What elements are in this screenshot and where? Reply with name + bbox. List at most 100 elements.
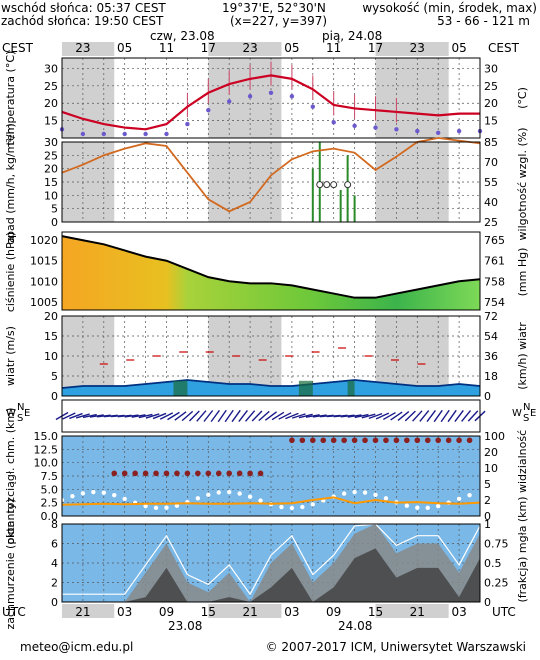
wind-direction-frame bbox=[61, 399, 481, 433]
fog-ylabel-right: (frakcja) mgła bbox=[516, 526, 529, 603]
cest-tick-label: 17 bbox=[368, 41, 383, 55]
dewpoint-point bbox=[268, 90, 274, 95]
coords-text: 19°37'E, 52°30'N bbox=[222, 1, 326, 15]
precip-ylabel-left: opad (mm/h, kg/m²/h) bbox=[4, 123, 17, 244]
s-letter-left: S bbox=[17, 413, 23, 424]
visibility-tick-right: 2 bbox=[484, 494, 491, 507]
visibility-tick-right: 100 bbox=[484, 430, 505, 443]
utc-date-2: 24.08 bbox=[338, 619, 372, 633]
wind-direction-arrow bbox=[188, 410, 200, 422]
clouds-tick-left: 4 bbox=[51, 557, 58, 570]
sunset-text: zachód słońca: 19:50 CEST bbox=[1, 14, 164, 28]
fog-point bbox=[101, 490, 107, 495]
wind-tick-left: 0 bbox=[51, 390, 58, 403]
wind-direction-arrow bbox=[231, 409, 241, 423]
cest-tick-label: 23 bbox=[242, 41, 257, 55]
elevation-value: 53 - 66 - 121 m bbox=[437, 14, 530, 28]
wind-direction-arrow bbox=[285, 412, 299, 420]
fog-point bbox=[279, 504, 284, 510]
fog-point bbox=[362, 490, 368, 495]
visibility-frame bbox=[61, 435, 481, 517]
wind-direction-arrow bbox=[447, 409, 457, 423]
utc-tick-label: 21 bbox=[242, 605, 257, 619]
cloud-top-point bbox=[414, 437, 421, 444]
cloud-base-point bbox=[174, 470, 180, 477]
fog-point bbox=[195, 496, 201, 501]
e-letter-right: E bbox=[530, 408, 536, 419]
cloud-base-point bbox=[142, 470, 149, 477]
pressure-tick-right: 758 bbox=[484, 275, 505, 288]
fog-point bbox=[373, 492, 378, 497]
pressure-tick-right: 754 bbox=[484, 296, 505, 309]
wind-direction-arrow bbox=[382, 411, 396, 421]
temperature-line bbox=[61, 74, 480, 131]
cloud-top-point bbox=[372, 437, 379, 444]
wind-direction-arrow bbox=[419, 410, 430, 422]
fog-point bbox=[404, 503, 410, 508]
cloud-top-point bbox=[393, 437, 400, 444]
pressure-ylabel-right: (mm Hg) bbox=[516, 248, 529, 297]
wind-direction-arrow bbox=[152, 412, 167, 420]
wind-tick-left: 10 bbox=[44, 350, 58, 363]
precipitation-marker bbox=[330, 181, 338, 189]
utc-label-left: UTC bbox=[2, 605, 26, 619]
humidity-tick-right: 85 bbox=[484, 136, 498, 149]
cloud-low-area bbox=[62, 548, 480, 602]
precipitation-frame bbox=[61, 141, 481, 223]
temp-ylabel-left: temperatura (°C) bbox=[4, 51, 17, 146]
visibility-tick-left: 7.5 bbox=[41, 470, 59, 483]
wind-direction-arrow bbox=[361, 413, 376, 419]
clouds-panel: 0 0 2 0.25 4 0.5 6 0.75 8 1 bbox=[51, 518, 509, 609]
contact-email[interactable]: meteo@icm.edu.pl bbox=[20, 640, 134, 654]
precipitation-marker bbox=[344, 181, 352, 189]
utc-axis: UTC UTC 23.08 24.08 bbox=[2, 605, 516, 633]
precipitation-tick-left: 0 bbox=[51, 216, 58, 229]
wind-direction-arrow bbox=[131, 414, 146, 418]
wind-tick-right: 18 bbox=[484, 370, 498, 383]
fog-point bbox=[174, 503, 180, 508]
temperature-tick-left: 15 bbox=[44, 115, 58, 128]
wind-direction-arrow bbox=[340, 414, 355, 418]
wind-direction-arrow bbox=[138, 413, 153, 419]
humidity-tick-right: 70 bbox=[484, 156, 498, 169]
clouds-tick-left: 0 bbox=[51, 596, 58, 609]
wind-line bbox=[61, 379, 481, 389]
visibility-tick-left: 15.0 bbox=[34, 430, 59, 443]
temperature-tick-right: 20 bbox=[484, 97, 498, 110]
utc-tick-label: 03 bbox=[284, 605, 299, 619]
fog-point bbox=[91, 489, 96, 495]
cloud-base-point bbox=[247, 470, 253, 477]
cest-night-shade bbox=[208, 42, 282, 56]
cloud-ylabel-left: zachmurzenie (oktanty) bbox=[4, 498, 17, 629]
precipitation-night-shade bbox=[208, 142, 282, 222]
w-letter-right: W bbox=[512, 408, 522, 419]
temperature-tick-right: 25 bbox=[484, 80, 498, 93]
wind-panel: 0 0 5 18 10 36 15 54 20 72 bbox=[44, 310, 498, 403]
dewpoint-point bbox=[331, 120, 336, 125]
visibility-tick-left: 5.0 bbox=[41, 483, 59, 496]
fog-point bbox=[143, 503, 148, 509]
fog-point bbox=[300, 504, 305, 510]
cloud-top-point bbox=[404, 437, 410, 444]
fog-point bbox=[289, 505, 295, 511]
dewpoint-point bbox=[247, 94, 253, 99]
wind-direction-arrow bbox=[368, 412, 383, 420]
cloud-top-point bbox=[289, 437, 295, 444]
pressure-area bbox=[62, 236, 480, 310]
cloud-base-point bbox=[163, 470, 170, 477]
cloud-base-point bbox=[215, 470, 222, 477]
cest-night-shade bbox=[62, 42, 115, 56]
visibility-tick-left: 12.5 bbox=[34, 443, 59, 456]
fog-point bbox=[467, 492, 472, 498]
wind-tick-right: 72 bbox=[484, 310, 498, 323]
wind-tick-left: 20 bbox=[44, 310, 58, 323]
wind-direction-arrow bbox=[278, 412, 292, 420]
pressure-line bbox=[61, 235, 481, 299]
fog-point bbox=[70, 493, 75, 499]
utc-tick-label: 03 bbox=[451, 605, 466, 619]
cest-tick-label: 05 bbox=[284, 41, 299, 55]
sunrise-text: wschód słońca: 05:37 CEST bbox=[1, 1, 166, 15]
cloud-base-point bbox=[153, 470, 159, 477]
cloud-base-point bbox=[257, 470, 264, 477]
cloud-base-point bbox=[205, 470, 212, 477]
